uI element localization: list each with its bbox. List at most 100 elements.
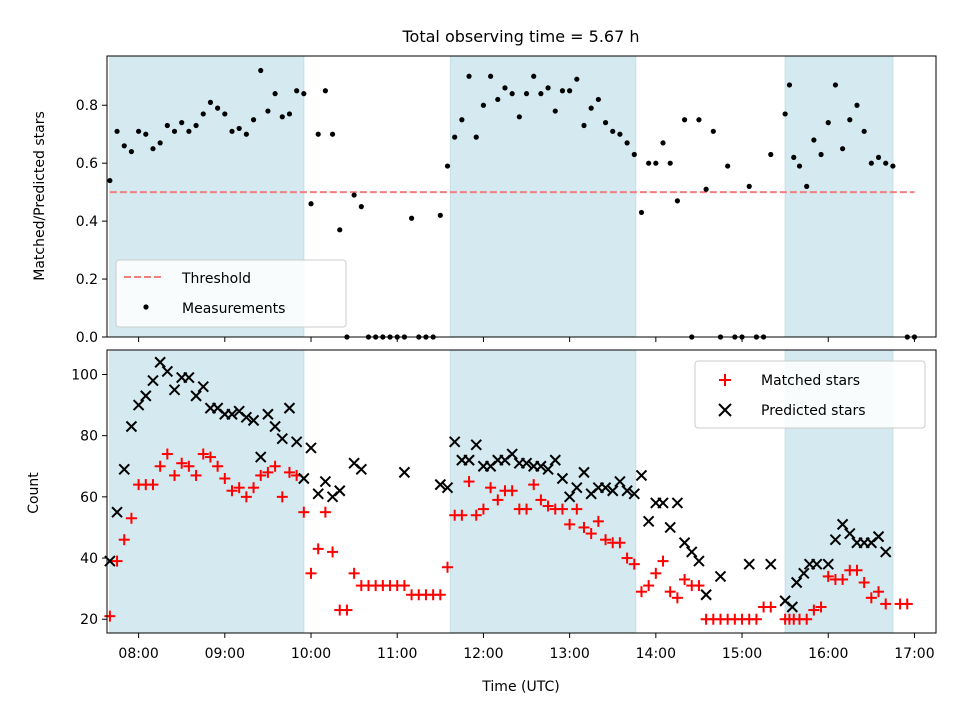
matched-star-point [398,580,410,592]
predicted-star-point [132,399,145,411]
predicted-star-point [125,420,138,433]
measurement-point [667,160,673,166]
matched-star-point [585,528,597,540]
matched-star-point [750,613,762,625]
matched-star-point [873,586,885,598]
measurement-point [265,108,271,114]
predicted-star-point [305,442,317,454]
measurement-point [186,128,192,134]
predicted-star-point [168,384,181,396]
measurement-point [301,91,307,97]
measurement-point [847,117,853,123]
x-tick-label: 10:00 [291,646,331,662]
measurement-point [150,146,156,152]
matched-star-point [233,482,245,494]
measurement-point [286,111,293,117]
measurement-point [322,88,328,94]
predicted-star-point [240,411,253,424]
measurement-point [638,209,645,216]
count-axes-frame [106,349,937,634]
ratio-axes-frame [106,55,937,338]
x-tick-label: 14:00 [636,646,676,662]
measurement-point [466,73,472,79]
measurement-point [710,128,716,134]
matched-star-point [248,482,260,494]
measurement-point [473,134,479,140]
matched-star-point [528,479,540,491]
matched-star-point [434,589,446,601]
count-legend: Matched stars Predicted stars [694,360,926,429]
matched-star-point [822,570,834,582]
matched-star-point [341,604,353,616]
measurement-point [207,99,214,105]
predicted-star-point [635,469,648,482]
measurement-point [531,73,537,79]
measurement-point [617,131,623,137]
matched-star-point [592,515,604,527]
x-tick-label: 15:00 [722,646,762,662]
predicted-star-point [628,488,640,500]
measurement-point [193,122,199,129]
predicted-star-point [686,546,698,558]
predicted-star-point [578,466,590,479]
matched-star-point [125,512,137,524]
matched-star-point [104,610,116,622]
matched-star-point [664,586,676,598]
measurement-point [480,102,487,108]
measurement-point [610,128,616,134]
measurement-point [631,151,637,158]
matched-star-point [176,457,188,469]
ratio-plot-area [107,67,918,340]
measurement-point [868,160,874,166]
predicted-star-point [290,436,303,448]
y-tick-label: 60 [80,490,98,506]
measurement-point [200,111,206,117]
observing-interval [449,349,637,634]
predicted-star-point [441,481,454,494]
predicted-star-point [255,451,267,463]
predicted-star-point [607,485,619,497]
matched-star-point [456,509,468,521]
matched-star-point [276,491,288,503]
measurement-point [825,120,831,126]
count-legend-box [694,360,926,429]
predicted-star-point [664,521,676,534]
measurement-point [538,91,544,97]
predicted-star-point [140,390,152,402]
matched-star-point [269,460,281,472]
matched-stars-legend-label: Matched stars [761,373,860,389]
measurement-point [114,128,120,134]
predicted-star-point [880,546,892,558]
predicted-star-point [226,408,238,420]
y-tick-label: 0.0 [76,330,98,346]
predicted-star-point [183,371,195,384]
matched-star-point [693,580,705,592]
predicted-star-point [671,497,684,509]
measurement-point [329,131,336,137]
matched-star-point [111,555,123,567]
predicted-star-point [822,558,834,570]
measurement-point [624,140,630,146]
ratio-legend: Threshold Measurements [115,259,347,328]
matched-star-point [865,592,877,604]
matched-star-point [765,601,777,613]
x-tick-label: 17:00 [894,646,934,662]
measurement-point [552,108,558,114]
matched-star-point [657,555,669,567]
y-tick-label: 100 [71,367,98,383]
predicted-stars-legend-swatch [718,403,732,417]
measurement-point [818,151,824,158]
matched-star-point [485,482,497,494]
measurement-point [157,140,163,146]
x-tick-label: 12:00 [463,646,503,662]
matched-star-point [837,573,849,585]
matched-star-point [154,460,166,472]
measurement-point [782,111,788,117]
matched-star-point [901,598,913,610]
predicted-star-point [657,497,669,509]
measurement-point [351,192,357,198]
measurement-point [488,73,494,79]
matched-star-point [614,537,626,549]
measurement-point [229,128,235,134]
matched-star-point [808,604,820,616]
